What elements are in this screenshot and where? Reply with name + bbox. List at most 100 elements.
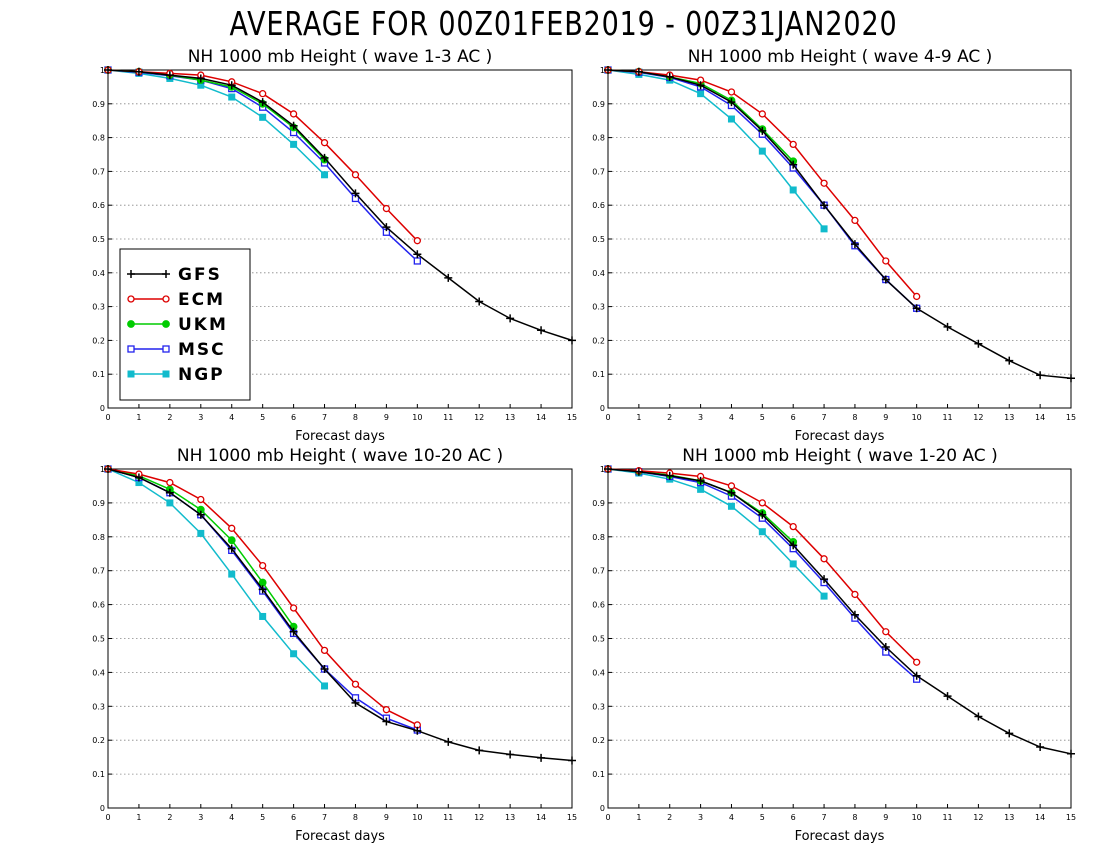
x-tick-label: 6 <box>291 413 296 422</box>
y-tick-label: 0.2 <box>92 736 105 745</box>
point-ukm <box>127 320 135 328</box>
series-gfs <box>604 66 1075 383</box>
point-gfs <box>227 81 236 90</box>
x-tick-label: 15 <box>567 413 577 422</box>
series-line-ngp <box>607 468 825 597</box>
point-gfs <box>789 541 798 550</box>
x-axis-title: Forecast days <box>295 429 385 444</box>
series-line-ngp <box>107 468 326 687</box>
legend-label-ngp: NGP <box>178 365 225 385</box>
point-gfs <box>789 160 798 169</box>
point-ngp <box>166 499 174 507</box>
point-ngp <box>820 592 828 600</box>
point-gfs <box>444 273 453 282</box>
point-ecm <box>727 482 736 490</box>
point-gfs <box>104 465 112 473</box>
series-line-ngp <box>607 69 825 230</box>
point-ngp <box>162 370 170 378</box>
x-tick-label: 7 <box>322 813 327 822</box>
point-gfs <box>351 189 360 198</box>
point-ecm <box>382 706 391 714</box>
series-ecm <box>604 66 921 301</box>
x-tick-label: 12 <box>474 813 484 822</box>
point-ngp <box>789 186 797 194</box>
point-gfs <box>727 488 736 497</box>
point-ngp <box>697 90 705 98</box>
legend-label-msc: MSC <box>178 340 226 360</box>
x-tick-label: 2 <box>667 813 672 822</box>
series-ecm <box>104 465 421 729</box>
point-gfs <box>382 717 391 726</box>
x-axis-title: Forecast days <box>795 429 885 444</box>
x-axis-title: Forecast days <box>795 829 885 844</box>
point-ngp <box>259 612 267 620</box>
point-msc <box>162 345 170 353</box>
x-tick-label: 9 <box>384 413 389 422</box>
series-line-gfs <box>607 468 1072 755</box>
series-ngp <box>604 465 828 600</box>
x-tick-label: 0 <box>105 413 110 422</box>
y-tick-label: 0 <box>600 804 605 813</box>
point-gfs <box>912 671 921 680</box>
point-gfs <box>912 304 921 313</box>
point-ngp <box>228 93 236 101</box>
y-tick-label: 0.8 <box>92 134 105 143</box>
point-gfs <box>475 297 484 306</box>
y-tick-label: 0.1 <box>592 770 605 779</box>
x-tick-label: 3 <box>198 813 203 822</box>
point-gfs <box>604 465 612 473</box>
point-ecm <box>789 522 797 531</box>
point-gfs <box>1005 729 1014 738</box>
point-gfs <box>351 698 360 707</box>
point-ukm <box>227 536 236 545</box>
y-tick-label: 1 <box>100 465 105 474</box>
y-tick-label: 0.8 <box>92 533 105 542</box>
y-tick-label: 0.7 <box>92 567 105 576</box>
x-tick-label: 1 <box>136 813 141 822</box>
point-gfs <box>850 240 859 249</box>
point-ecm <box>913 292 921 301</box>
series-line-ukm <box>107 468 295 628</box>
y-tick-label: 0.8 <box>592 533 605 542</box>
series-ukm <box>104 465 298 631</box>
x-tick-label: 1 <box>136 413 141 422</box>
point-gfs <box>258 585 267 594</box>
y-tick-label: 0.9 <box>92 100 105 109</box>
y-tick-label: 0.6 <box>92 201 105 210</box>
point-ngp <box>758 528 766 536</box>
x-tick-label: 15 <box>567 813 577 822</box>
point-gfs <box>165 488 174 497</box>
point-gfs <box>974 712 983 721</box>
y-tick-label: 0.4 <box>92 668 105 677</box>
point-ecm <box>913 658 921 666</box>
y-tick-label: 0.3 <box>592 303 605 312</box>
y-tick-label: 0.6 <box>592 601 605 610</box>
x-tick-label: 13 <box>505 413 515 422</box>
x-tick-label: 5 <box>260 813 265 822</box>
y-tick-label: 0.2 <box>92 336 105 345</box>
point-ngp <box>697 485 705 493</box>
x-tick-label: 13 <box>1004 813 1014 822</box>
point-gfs <box>943 692 952 701</box>
point-ecm <box>820 555 828 563</box>
x-tick-label: 9 <box>883 413 888 422</box>
point-gfs <box>1036 742 1045 751</box>
point-ngp <box>228 570 236 578</box>
x-tick-label: 0 <box>605 413 610 422</box>
point-ecm <box>820 179 828 187</box>
x-tick-label: 11 <box>443 413 453 422</box>
point-gfs <box>634 67 643 76</box>
y-tick-label: 0.7 <box>92 167 105 176</box>
series-msc <box>104 465 421 734</box>
point-ngp <box>259 113 267 121</box>
point-gfs <box>537 753 546 762</box>
y-tick-label: 1 <box>600 66 605 75</box>
point-gfs <box>1036 371 1045 380</box>
point-gfs <box>850 610 859 619</box>
point-gfs <box>127 270 135 278</box>
point-ecm <box>320 646 329 655</box>
point-gfs <box>382 223 391 232</box>
x-tick-label: 7 <box>822 413 827 422</box>
point-gfs <box>537 326 546 335</box>
